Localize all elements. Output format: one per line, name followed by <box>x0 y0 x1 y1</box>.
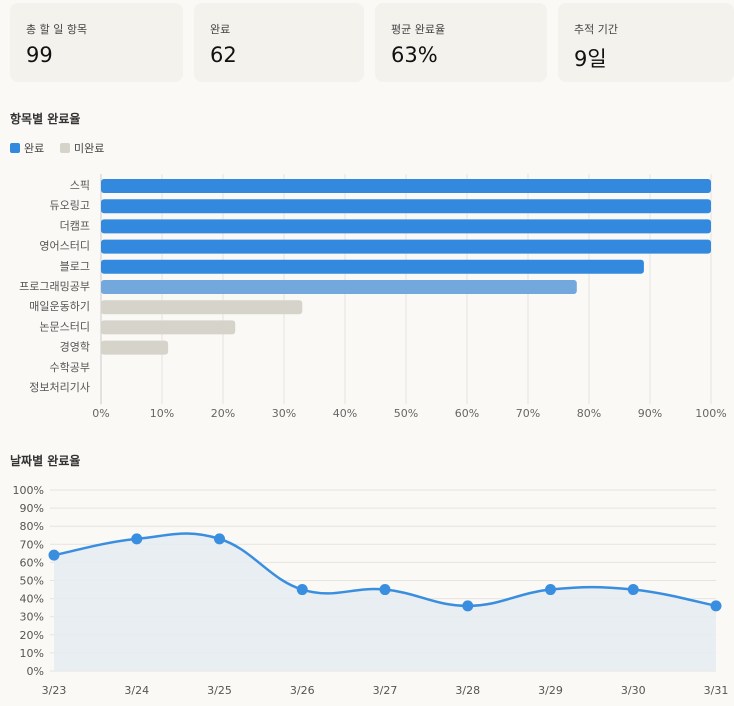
stat-label: 총 할 일 항목 <box>26 23 88 36</box>
x-tick-label: 30% <box>272 407 296 420</box>
y-tick-label: 30% <box>20 611 44 624</box>
bar <box>101 239 711 254</box>
x-tick-label: 10% <box>150 407 174 420</box>
legend-done: 완료 <box>10 140 44 156</box>
data-point <box>214 533 225 545</box>
y-tick-label: 수학공부 <box>50 361 90 374</box>
legend-incomplete: 미완료 <box>60 140 104 156</box>
y-tick-label: 프로그래밍공부 <box>19 280 90 293</box>
y-tick-label: 0% <box>27 665 44 678</box>
stat-card: 추적 기간 9일 <box>558 3 734 82</box>
y-tick-label: 20% <box>20 629 44 642</box>
x-tick-label: 3/30 <box>621 684 646 697</box>
bar <box>101 300 303 315</box>
x-tick-label: 60% <box>455 407 479 420</box>
data-point <box>545 584 556 596</box>
stat-card: 총 할 일 항목 99 <box>10 3 183 82</box>
y-tick-label: 더캠프 <box>60 219 90 232</box>
x-tick-label: 3/29 <box>538 684 563 697</box>
stat-label: 평균 완료율 <box>391 23 446 36</box>
line-chart: 0% 10% 20% 30% 40% 50% 60% 70% 80% 90% 100% 3/23 3/2… <box>13 484 729 697</box>
bar-chart-title: 항목별 완료율 <box>10 112 81 126</box>
y-tick-label: 40% <box>20 593 44 606</box>
bar <box>101 280 577 294</box>
x-tick-label: 3/24 <box>124 684 149 697</box>
y-tick-label: 듀오링고 <box>50 199 90 212</box>
bar <box>101 259 644 274</box>
x-tick-label: 20% <box>211 407 235 420</box>
bar-chart: 0% 10% 20% 30% 40% 50% 60% 70% 80% 90% 100% 스픽듀오링고더… <box>19 174 727 420</box>
data-point <box>296 584 308 596</box>
x-tick-label: 3/28 <box>455 684 480 697</box>
data-point <box>48 549 60 561</box>
stat-value: 63% <box>391 43 438 67</box>
legend-label: 미완료 <box>74 142 105 155</box>
stat-value: 99 <box>26 43 53 67</box>
legend-swatch-incomplete <box>60 143 70 153</box>
data-point <box>627 584 639 596</box>
line-chart-title: 날짜별 완료율 <box>10 454 81 468</box>
y-tick-label: 90% <box>20 502 44 515</box>
y-tick-label: 80% <box>20 520 44 533</box>
legend-swatch-done <box>10 143 20 153</box>
stat-card: 평균 완료율 63% <box>375 3 547 82</box>
x-tick-label: 0% <box>92 407 109 420</box>
x-tick-label: 70% <box>516 407 540 420</box>
stat-label: 완료 <box>210 23 231 36</box>
bar <box>101 219 711 234</box>
y-tick-label: 100% <box>13 484 44 497</box>
x-tick-label: 40% <box>333 407 357 420</box>
bar <box>101 199 711 214</box>
stat-card: 완료 62 <box>194 3 364 82</box>
stat-value: 62 <box>210 43 237 67</box>
x-tick-label: 3/26 <box>290 684 315 697</box>
x-tick-label: 100% <box>695 407 726 420</box>
y-tick-label: 50% <box>20 575 44 588</box>
y-tick-label: 블로그 <box>60 260 90 273</box>
y-tick-label: 10% <box>20 647 44 660</box>
area-fill <box>54 533 716 671</box>
stat-value: 9일 <box>574 47 607 71</box>
y-tick-label: 60% <box>20 556 44 569</box>
y-tick-label: 70% <box>20 538 44 551</box>
bar <box>101 340 169 355</box>
data-point <box>710 600 722 612</box>
x-tick-label: 90% <box>638 407 662 420</box>
x-tick-label: 3/23 <box>42 684 67 697</box>
y-tick-label: 정보처리기사 <box>29 381 90 394</box>
data-point <box>131 533 143 545</box>
x-tick-label: 3/25 <box>207 684 232 697</box>
data-point <box>462 600 474 612</box>
x-tick-label: 3/31 <box>704 684 729 697</box>
y-tick-label: 스픽 <box>70 179 90 192</box>
legend-label: 완료 <box>24 142 45 155</box>
y-tick-label: 매일운동하기 <box>29 299 90 313</box>
bar <box>101 320 236 335</box>
y-tick-label: 논문스터디 <box>39 320 90 333</box>
bar <box>101 179 711 193</box>
data-point <box>379 584 391 596</box>
y-tick-label: 영어스터디 <box>39 240 90 253</box>
y-tick-label: 경영학 <box>60 341 90 354</box>
x-tick-label: 3/27 <box>373 684 398 697</box>
x-tick-label: 50% <box>394 407 418 420</box>
x-tick-label: 80% <box>577 407 601 420</box>
stat-label: 추적 기간 <box>574 23 618 36</box>
